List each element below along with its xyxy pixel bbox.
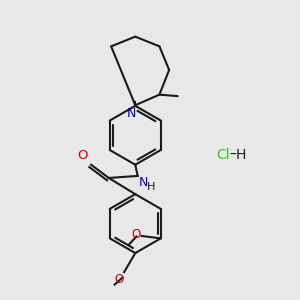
Text: N: N (139, 176, 148, 190)
Text: O: O (78, 149, 88, 162)
Text: N: N (127, 107, 136, 120)
Text: H: H (147, 182, 156, 192)
Text: O: O (131, 228, 140, 241)
Text: O: O (114, 273, 124, 286)
Text: Cl: Cl (216, 148, 230, 162)
Text: –: – (229, 148, 236, 162)
Text: H: H (236, 148, 246, 162)
